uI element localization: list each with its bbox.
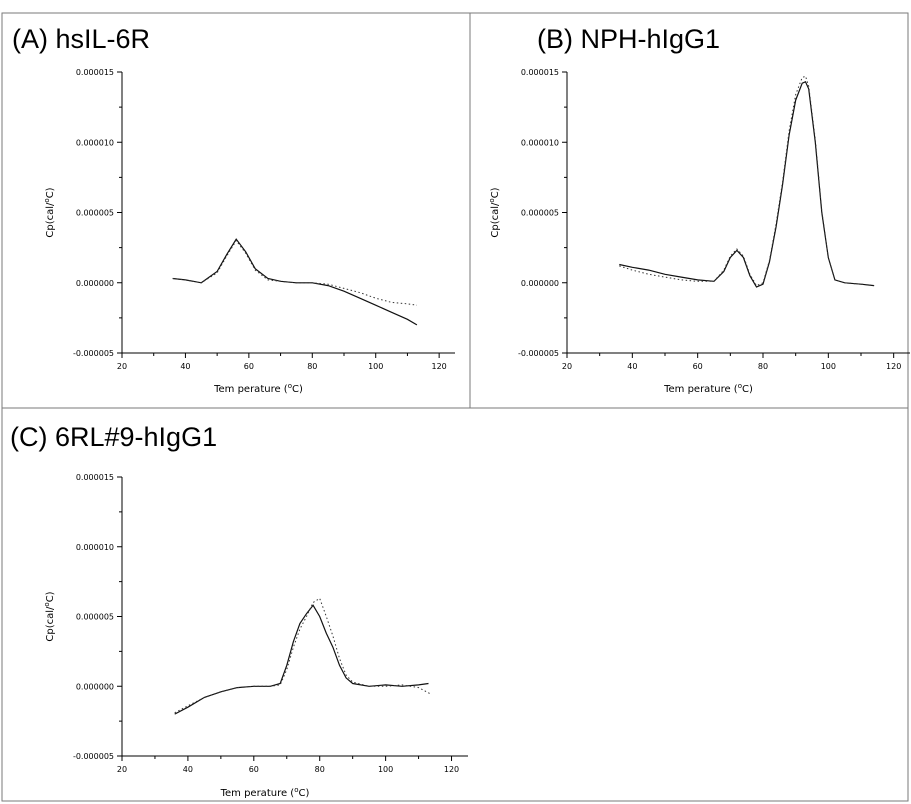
x-tick-label: 100 <box>821 362 836 371</box>
y-tick-label: 0.000000 <box>76 682 114 691</box>
x-tick-label: 60 <box>249 765 259 774</box>
y-axis-title: Cp(cal/oC) <box>488 187 501 237</box>
y-tick-label: 0.000010 <box>521 138 559 147</box>
y-tick-label: 0.000015 <box>76 473 114 482</box>
plot-b-nph-higg1: -0.000005 0.000000 0.000005 0.000010 0.00001… <box>488 68 910 395</box>
x-tick-label: 120 <box>886 362 901 371</box>
x-axis-title: Tem perature (oC) <box>220 786 310 799</box>
x-tick-label: 120 <box>432 362 447 371</box>
panel-title-a: (A) hsIL-6R <box>12 24 150 54</box>
x-tick-label: 20 <box>562 362 572 371</box>
y-tick-label: -0.000005 <box>73 349 114 358</box>
x-tick-label: 100 <box>378 765 393 774</box>
y-tick-label: 0.000015 <box>76 68 114 77</box>
x-tick-label: 20 <box>117 362 127 371</box>
x-tick-label: 20 <box>117 765 127 774</box>
x-tick-label: 40 <box>180 362 190 371</box>
y-tick-label: -0.000005 <box>73 752 114 761</box>
x-tick-label: 60 <box>693 362 703 371</box>
y-axis-title: Cp(cal/oC) <box>43 591 56 641</box>
fit-curve-dotted-0 <box>172 239 417 306</box>
y-tick-label: 0.000010 <box>76 138 114 147</box>
x-axis-title: Tem perature (oC) <box>663 382 753 395</box>
x-tick-label: 60 <box>244 362 254 371</box>
y-tick-label: 0.000005 <box>76 209 114 218</box>
y-tick-label: 0.000000 <box>76 279 114 288</box>
x-tick-label: 80 <box>315 765 325 774</box>
y-tick-label: 0.000000 <box>521 279 559 288</box>
data-curve-solid-1 <box>619 81 875 288</box>
y-tick-label: 0.000010 <box>76 543 114 552</box>
x-tick-label: 120 <box>444 765 459 774</box>
fit-curve-dotted-2 <box>174 597 433 714</box>
panel-frame-c <box>1 407 909 802</box>
y-tick-label: 0.000005 <box>76 613 114 622</box>
plot-a-hsil-6r: -0.000005 0.000000 0.000005 0.000010 0.00001… <box>43 68 455 395</box>
x-tick-label: 80 <box>307 362 317 371</box>
plot-c-6rl9-higg1: -0.000005 0.000000 0.000005 0.000010 0.00001… <box>43 473 468 799</box>
x-tick-label: 40 <box>183 765 193 774</box>
x-axis-title: Tem perature (oC) <box>213 382 303 395</box>
y-tick-label: 0.000015 <box>521 68 559 77</box>
x-tick-label: 100 <box>368 362 383 371</box>
fit-curve-dotted-1 <box>619 75 875 287</box>
y-tick-label: -0.000005 <box>518 349 559 358</box>
x-tick-label: 40 <box>627 362 637 371</box>
panel-title-c: (C) 6RL#9-hIgG1 <box>10 422 217 452</box>
y-tick-label: 0.000005 <box>521 209 559 218</box>
panel-title-b: (B) NPH-hIgG1 <box>537 24 720 54</box>
y-axis-title: Cp(cal/oC) <box>43 187 56 237</box>
x-tick-label: 80 <box>758 362 768 371</box>
